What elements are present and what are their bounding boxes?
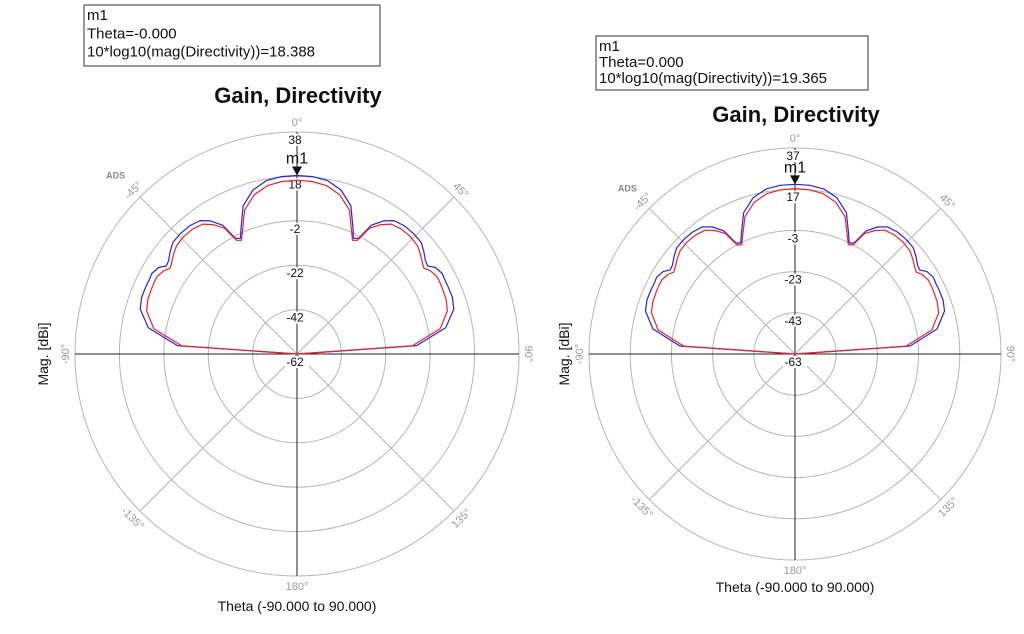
r-tick-label: -43 [784,314,802,328]
angle-label: -90° [574,344,586,364]
marker-triangle [292,166,302,176]
marker-info-line: 10*log10(mag(Directivity))=18.388 [87,44,315,61]
angle-label: 90° [1004,346,1016,363]
marker-label: m1 [784,159,806,176]
r-tick-label: 18 [288,177,302,191]
ads-watermark: ADS [618,183,637,193]
tick-label-bg [285,178,309,191]
tick-label-bg [783,191,807,204]
grid-spoke [139,353,298,512]
tick-label-bg [783,356,807,368]
tick-label-bg [285,222,309,235]
angle-label: 0° [292,117,303,129]
angle-label: 0° [790,133,801,145]
chart-title: Gain, Directivity [214,83,382,108]
r-tick-label: -63 [784,355,802,369]
r-tick-label: -42 [286,311,304,325]
polar-chart-1: m1Theta=-0.00010*log10(mag(Directivity))… [35,4,534,614]
angle-label: -90° [60,344,72,364]
x-axis-title: Theta (-90.000 to 90.000) [716,579,875,595]
series-gain [650,188,940,355]
marker-label: m1 [286,151,308,168]
marker-info-box [83,4,381,67]
tick-label-bg [285,267,309,280]
angle-label: 90° [522,346,534,363]
y-axis-title: Mag. [dBi] [556,322,572,385]
y-axis-title: Mag. [dBi] [35,322,51,385]
tick-label-bg [783,273,807,286]
angle-label: 180° [784,565,807,577]
r-tick-label: -62 [286,355,304,369]
marker-info-line: m1 [87,7,108,24]
tick-label-bg [783,314,807,327]
r-tick-label: 38 [288,133,302,147]
grid-spoke [648,353,796,501]
grid-spoke [139,196,298,355]
x-axis-title: Theta (-90.000 to 90.000) [218,598,377,614]
marker-info-line: m1 [599,38,620,55]
grid-spoke [296,196,455,355]
grid-spoke [794,353,942,501]
ads-watermark: ADS [106,171,125,181]
polar-chart-2: m1Theta=0.00010*log10(mag(Directivity))=… [556,35,1016,595]
marker-info-box [595,35,869,91]
grid-spoke [296,353,455,512]
r-tick-label: 17 [786,190,800,204]
tick-label-bg [783,232,807,245]
r-tick-label: -22 [286,266,304,280]
chart-title: Gain, Directivity [712,102,880,127]
r-tick-label: -3 [788,231,799,245]
angle-label: 180° [286,581,309,593]
grid-spoke [648,207,796,355]
marker-info-line: Theta=0.000 [599,54,684,71]
grid-spoke [794,207,942,355]
marker-info-line: Theta=-0.000 [87,25,177,42]
tick-label-bg [285,134,309,146]
r-tick-label: 37 [786,149,800,163]
tick-label-bg [285,311,309,324]
marker-info-line: 10*log10(mag(Directivity))=19.365 [599,70,827,87]
tick-label-bg [783,150,807,162]
r-tick-label: -23 [784,273,802,287]
series-gain [146,179,448,355]
marker-triangle [790,175,800,185]
tick-label-bg [285,356,309,368]
r-tick-label: -2 [290,222,301,236]
